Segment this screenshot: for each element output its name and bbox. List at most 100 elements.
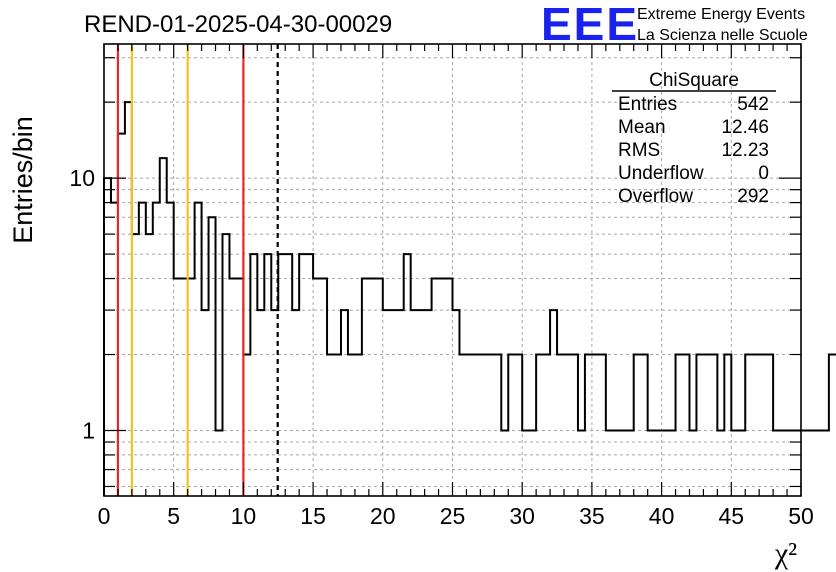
stats-box: ChiSquare Entries 542 Mean 12.46 RMS 12.23 Und…	[612, 70, 776, 207]
y-tick-label: 10	[69, 165, 95, 191]
histogram-bin	[202, 310, 209, 496]
histogram-bin	[745, 355, 752, 496]
x-tick-label: 25	[440, 503, 466, 529]
histogram-bin	[209, 217, 216, 496]
histogram-bin	[320, 279, 327, 496]
histogram-bin	[425, 310, 432, 496]
histogram-bin	[641, 355, 648, 496]
histogram-bin	[564, 355, 571, 496]
histogram-bin	[174, 279, 181, 496]
x-tick-label: 15	[300, 503, 326, 529]
histogram-bin	[299, 254, 306, 496]
histogram-bin	[139, 203, 146, 496]
histogram-bin	[759, 355, 766, 496]
histogram-bin	[334, 355, 341, 496]
histogram-bin	[355, 355, 362, 496]
histogram-bin	[557, 355, 564, 496]
histogram-bin	[167, 203, 174, 496]
eee-logo: EEE Extreme Energy Events La Scienza nel…	[541, 0, 808, 50]
histogram-bin	[292, 310, 299, 496]
histogram-bin	[104, 178, 111, 496]
chart-title: REND-01-2025-04-30-00029	[84, 11, 392, 38]
stats-row-value: 542	[737, 94, 769, 115]
histogram-bin	[515, 355, 522, 496]
histogram-bin	[536, 355, 543, 496]
x-tick-label: 45	[719, 503, 745, 529]
histogram-bin	[543, 355, 550, 496]
histogram-bin	[376, 279, 383, 496]
histogram-bin	[494, 355, 501, 496]
histogram-bin	[550, 310, 557, 496]
x-axis-label: χ²	[774, 537, 797, 570]
stats-rows: Entries 542 Mean 12.46 RMS 12.23 Underflow 0 Ove…	[618, 94, 769, 207]
histogram-bin	[592, 355, 599, 496]
tick-marks	[103, 44, 802, 496]
histogram-bin	[257, 310, 264, 496]
histogram-bin	[829, 355, 836, 496]
histogram-bin	[146, 234, 153, 496]
histogram-bin	[585, 355, 592, 496]
x-tick-label: 20	[370, 503, 396, 529]
histogram-bars	[104, 102, 836, 496]
histogram-bin	[313, 279, 320, 496]
histogram-bin	[369, 279, 376, 496]
histogram-bin	[390, 310, 397, 496]
tick-labels: 0 5 10 15 20 25 30 35 40 45 50 1 10	[69, 165, 813, 529]
histogram-bin	[487, 355, 494, 496]
histogram-bin	[341, 310, 348, 496]
stats-row-label: Mean	[618, 117, 666, 138]
histogram-bin	[397, 310, 404, 496]
histogram-bin	[480, 355, 487, 496]
x-tick-label: 50	[788, 503, 814, 529]
x-tick-label: 0	[98, 503, 111, 529]
histogram-bin	[808, 430, 815, 496]
histogram-bin	[285, 254, 292, 496]
histogram-bin	[822, 430, 829, 496]
histogram-bin	[229, 279, 236, 496]
logo-line-1: Extreme Energy Events	[637, 6, 805, 23]
stats-row-value: 0	[758, 163, 769, 184]
histogram-bin	[222, 234, 229, 496]
histogram-bin	[634, 355, 641, 496]
histogram-bin	[250, 254, 257, 496]
histogram-bin	[411, 310, 418, 496]
histogram-bin	[571, 355, 578, 496]
histogram-bin	[348, 355, 355, 496]
x-tick-label: 5	[167, 503, 180, 529]
histogram-bin	[446, 279, 453, 496]
histogram-bin	[724, 355, 731, 496]
stats-row-label: Underflow	[618, 163, 704, 184]
histogram-outline	[103, 101, 836, 496]
histogram-bin	[264, 254, 271, 496]
histogram-bin	[306, 254, 313, 496]
stats-row-value: 12.23	[721, 140, 769, 161]
histogram-bin	[473, 355, 480, 496]
stats-row-label: Entries	[618, 94, 677, 115]
stats-box-title: ChiSquare	[649, 70, 739, 91]
histogram-bin	[683, 355, 690, 496]
reference-lines	[116, 44, 279, 496]
histogram-bin	[459, 355, 466, 496]
histogram-bin	[696, 355, 703, 496]
x-tick-label: 40	[649, 503, 675, 529]
histogram-bin	[453, 310, 460, 496]
histogram-bin	[362, 279, 369, 496]
histogram-bin	[766, 355, 773, 496]
histogram-bin	[195, 203, 202, 496]
histogram-bin	[815, 430, 822, 496]
histogram-bin	[278, 254, 285, 496]
x-tick-label: 30	[509, 503, 535, 529]
histogram-bin	[327, 355, 334, 496]
histogram-bin	[383, 310, 390, 496]
x-tick-label: 35	[579, 503, 605, 529]
histogram-bin	[752, 355, 759, 496]
y-axis-label: Entries/bin	[8, 116, 38, 244]
histogram-bin	[599, 355, 606, 496]
histogram-bin	[160, 158, 167, 496]
histogram-bin	[710, 355, 717, 496]
histogram-bin	[508, 355, 515, 496]
y-tick-label: 1	[82, 417, 95, 443]
logo-line-2: La Scienza nelle Scuole	[637, 27, 808, 44]
